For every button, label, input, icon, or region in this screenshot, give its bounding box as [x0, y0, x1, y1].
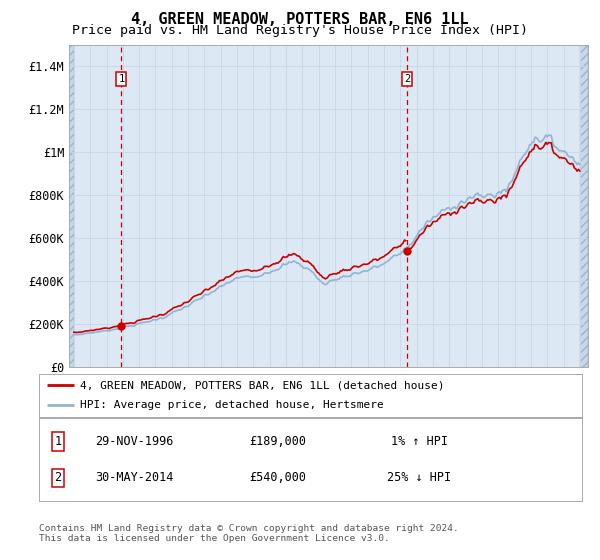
Text: 29-NOV-1996: 29-NOV-1996 — [95, 435, 173, 448]
Text: HPI: Average price, detached house, Hertsmere: HPI: Average price, detached house, Hert… — [80, 400, 383, 410]
Text: 1: 1 — [55, 435, 62, 448]
Text: £189,000: £189,000 — [250, 435, 307, 448]
Text: 1% ↑ HPI: 1% ↑ HPI — [391, 435, 448, 448]
Text: 30-MAY-2014: 30-MAY-2014 — [95, 472, 173, 484]
Text: 25% ↓ HPI: 25% ↓ HPI — [387, 472, 451, 484]
Text: £540,000: £540,000 — [250, 472, 307, 484]
Bar — [580, 45, 588, 367]
Text: 2: 2 — [55, 472, 62, 484]
Text: 2: 2 — [404, 74, 410, 84]
Text: Contains HM Land Registry data © Crown copyright and database right 2024.
This d: Contains HM Land Registry data © Crown c… — [39, 524, 459, 543]
Text: 4, GREEN MEADOW, POTTERS BAR, EN6 1LL (detached house): 4, GREEN MEADOW, POTTERS BAR, EN6 1LL (d… — [80, 380, 444, 390]
Text: 1: 1 — [118, 74, 125, 84]
Text: Price paid vs. HM Land Registry's House Price Index (HPI): Price paid vs. HM Land Registry's House … — [72, 24, 528, 36]
Text: 4, GREEN MEADOW, POTTERS BAR, EN6 1LL: 4, GREEN MEADOW, POTTERS BAR, EN6 1LL — [131, 12, 469, 27]
Bar — [69, 45, 74, 367]
